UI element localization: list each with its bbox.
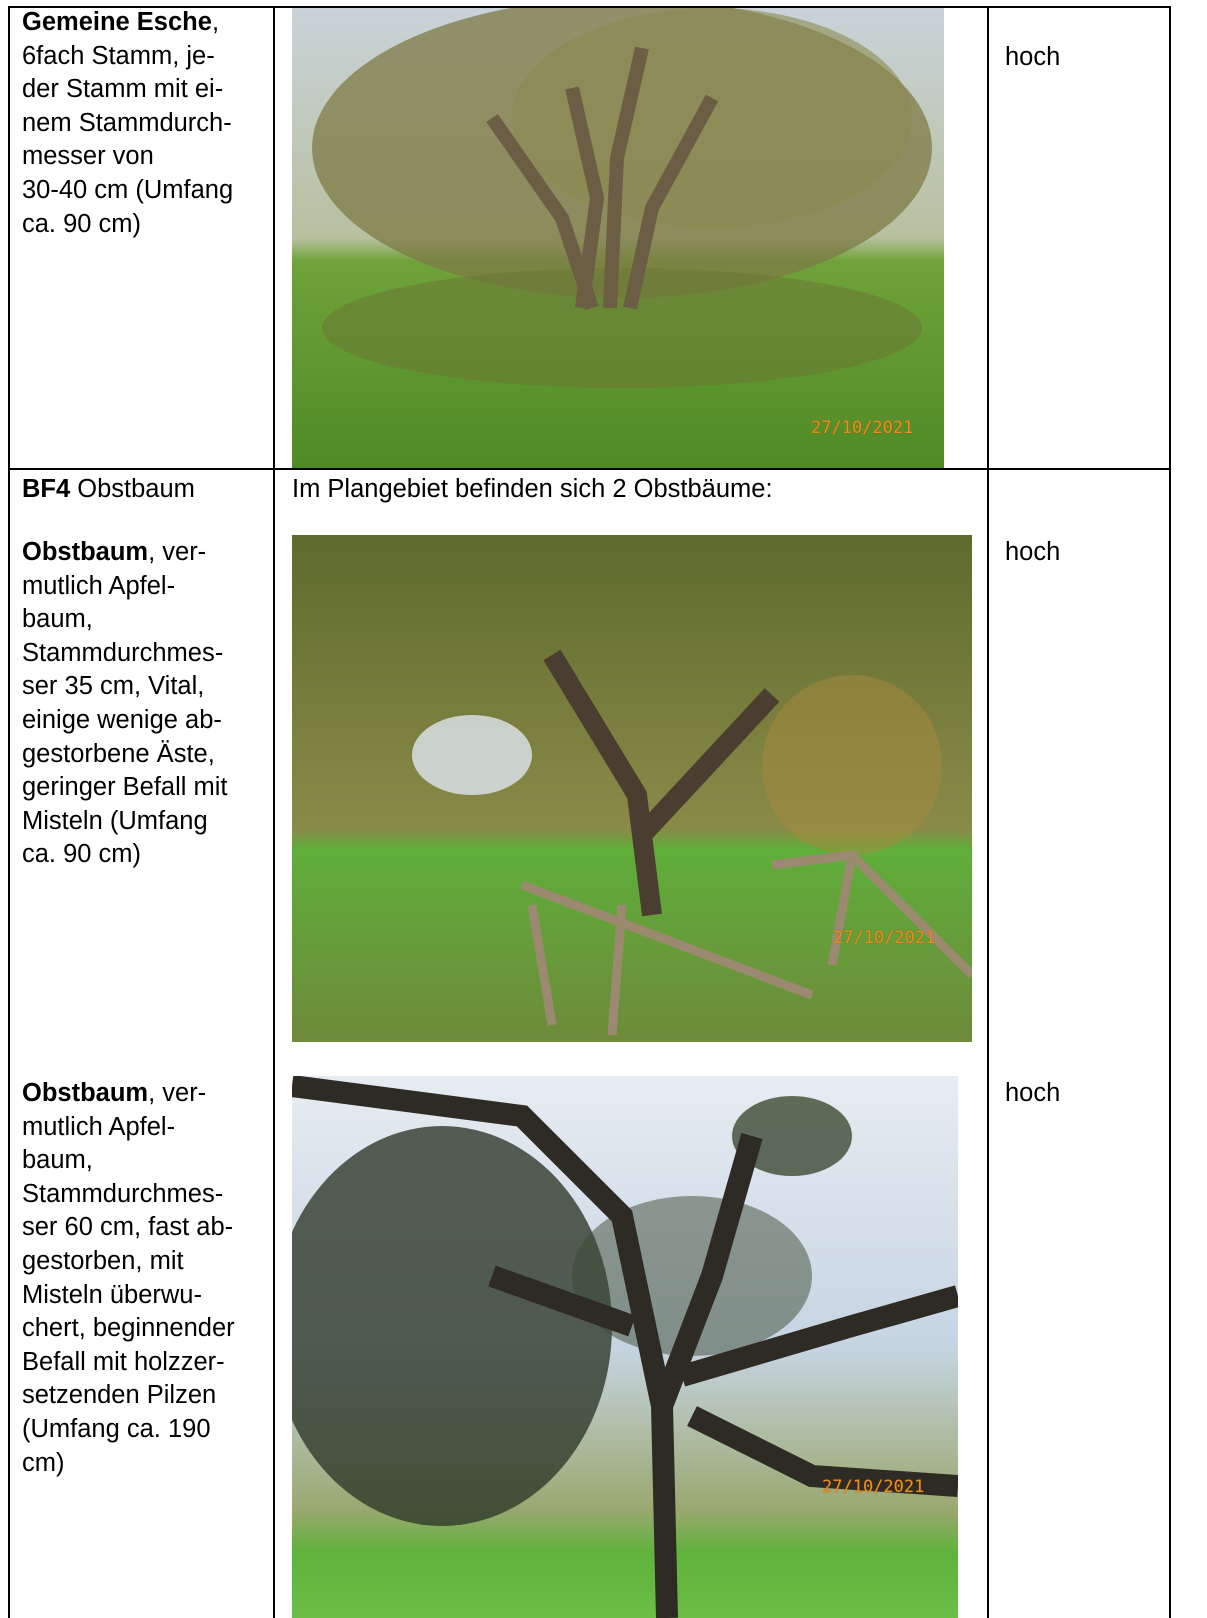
text: setzenden Pilzen xyxy=(22,1381,217,1410)
text: , ver- xyxy=(148,538,207,566)
text-line: cm) xyxy=(22,1446,64,1480)
text-line: messer von xyxy=(22,139,154,173)
text: 30-40 cm (Umfang xyxy=(22,176,234,204)
text-line: Stammdurchmes- xyxy=(22,636,223,670)
text-line: gestorbene Äste, xyxy=(22,737,215,771)
text: baum, xyxy=(22,1146,93,1175)
table-border xyxy=(1169,6,1171,1618)
text: , ver- xyxy=(148,1079,207,1107)
bold-text: Obstbaum xyxy=(22,1079,149,1107)
text-line: 6fach Stamm, je- xyxy=(22,39,215,73)
text-line: Misteln überwu- xyxy=(22,1278,202,1312)
text: baum, xyxy=(22,605,93,634)
text: cm) xyxy=(22,1448,65,1477)
text: ca. 90 cm) xyxy=(22,209,142,238)
text: Misteln überwu- xyxy=(22,1280,202,1309)
text: mutlich Apfel- xyxy=(22,571,176,600)
text-line: Obstbaum, ver- xyxy=(22,1076,206,1110)
table-border xyxy=(8,6,10,1618)
text-line: setzenden Pilzen xyxy=(22,1378,216,1412)
text-line: geringer Befall mit xyxy=(22,770,228,804)
row-border xyxy=(8,468,1170,470)
bold-text: Gemeine Esche xyxy=(22,8,212,36)
text: Stammdurchmes- xyxy=(22,1179,224,1208)
text-line: Stammdurchmes- xyxy=(22,1177,223,1211)
text: (Umfang ca. 190 xyxy=(22,1415,211,1443)
photo-date: 27/10/2021 xyxy=(822,1477,925,1497)
bold-text: BF4 xyxy=(22,475,71,503)
text-line: ser 35 cm, Vital, xyxy=(22,669,204,703)
text-line: BF4 Obstbaum xyxy=(22,472,195,506)
photo-old-fruit-tree xyxy=(292,1076,958,1618)
text-line: (Umfang ca. 190 xyxy=(22,1412,211,1446)
text-line: der Stamm mit ei- xyxy=(22,72,223,106)
text: ser 60 cm, fast ab- xyxy=(22,1213,234,1242)
photo-date: 27/10/2021 xyxy=(811,418,914,438)
text-line: einige wenige ab- xyxy=(22,703,222,737)
text-line: Misteln (Umfang xyxy=(22,804,208,838)
text-line: mutlich Apfel- xyxy=(22,1110,175,1144)
text-line: baum, xyxy=(22,1143,93,1177)
text: gestorben, mit xyxy=(22,1247,184,1275)
text: Obstbaum xyxy=(70,475,195,503)
text: Stammdurchmes- xyxy=(22,638,224,667)
text: einige wenige ab- xyxy=(22,706,222,734)
text-line: Obstbaum, ver- xyxy=(22,535,206,569)
text: geringer Befall mit xyxy=(22,773,228,802)
column-border xyxy=(273,6,275,1618)
photo-ash-tree xyxy=(292,8,944,468)
text-line: baum, xyxy=(22,602,93,636)
text-line: chert, beginnender xyxy=(22,1311,235,1345)
text: ca. 90 cm) xyxy=(22,840,142,869)
text-line: gestorben, mit xyxy=(22,1244,184,1278)
text: Befall mit holzzer- xyxy=(22,1347,225,1376)
text-line: Gemeine Esche, xyxy=(22,5,219,39)
text-line: Befall mit holzzer- xyxy=(22,1345,225,1379)
bold-text: Obstbaum xyxy=(22,538,149,566)
text: chert, beginnender xyxy=(22,1314,235,1343)
rating: hoch xyxy=(1005,538,1061,566)
photo-date: 27/10/2021 xyxy=(833,928,936,948)
text: ser 35 cm, Vital, xyxy=(22,672,205,701)
rating: hoch xyxy=(1005,43,1061,71)
text-line: ca. 90 cm) xyxy=(22,837,141,871)
text: Misteln (Umfang xyxy=(22,806,208,835)
text: messer von xyxy=(22,142,154,171)
table-border xyxy=(8,6,1170,8)
text-line: 30-40 cm (Umfang xyxy=(22,173,233,207)
rating: hoch xyxy=(1005,1079,1061,1107)
text-line: ser 60 cm, fast ab- xyxy=(22,1210,233,1244)
text-line: nem Stammdurch- xyxy=(22,106,232,140)
text-line: ca. 90 cm) xyxy=(22,207,141,241)
text: nem Stammdurch- xyxy=(22,108,232,137)
text: , xyxy=(211,8,220,36)
text: gestorbene Äste, xyxy=(22,739,215,768)
text: 6fach Stamm, je- xyxy=(22,41,215,70)
text: der Stamm mit ei- xyxy=(22,75,224,104)
column-border xyxy=(987,6,989,1618)
text-line: mutlich Apfel- xyxy=(22,569,175,603)
intro-text: Im Plangebiet befinden sich 2 Obstbäume: xyxy=(292,475,773,503)
text: mutlich Apfel- xyxy=(22,1112,176,1141)
photo-fruit-tree xyxy=(292,535,972,1042)
